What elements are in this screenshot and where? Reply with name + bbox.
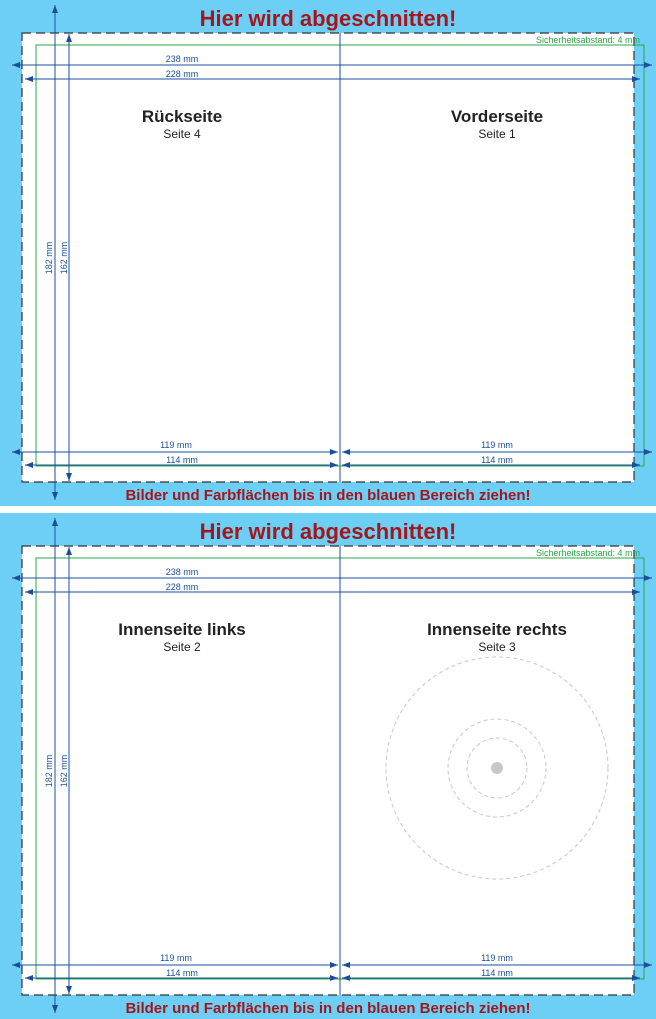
- safety-note: Sicherheitsabstand: 4 mm: [536, 35, 640, 45]
- half-outer-left-label: 119 mm: [160, 953, 192, 963]
- height-outer-label: 182 mm: [44, 242, 54, 275]
- template-panel-2: Hier wird abgeschnitten! Sicherheitsabst…: [0, 513, 656, 1019]
- right-page-title: Innenseite rechts: [427, 620, 567, 639]
- panel-svg: Hier wird abgeschnitten! Sicherheitsabst…: [0, 513, 656, 1019]
- half-outer-right-label: 119 mm: [481, 440, 513, 450]
- width-outer-label: 238 mm: [166, 567, 199, 577]
- cut-warning: Hier wird abgeschnitten!: [200, 6, 457, 31]
- disc-outer-ring: [385, 656, 609, 880]
- right-page-subtitle: Seite 3: [478, 640, 516, 654]
- trim-line: [21, 545, 635, 996]
- half-inner-left-label: 114 mm: [166, 968, 198, 978]
- left-page-subtitle: Seite 4: [163, 127, 201, 141]
- height-outer-label: 182 mm: [44, 755, 54, 788]
- half-outer-right-label: 119 mm: [481, 953, 513, 963]
- left-page-subtitle: Seite 2: [163, 640, 201, 654]
- disc-hub-ring: [447, 718, 547, 818]
- disc-inner-ring: [466, 737, 528, 799]
- right-page-title: Vorderseite: [451, 107, 543, 126]
- bleed-instruction: Bilder und Farbflächen bis in den blauen…: [125, 487, 530, 504]
- half-inner-right-label: 114 mm: [481, 455, 513, 465]
- width-inner-label: 228 mm: [166, 582, 199, 592]
- trim-line: [21, 32, 635, 483]
- safety-note: Sicherheitsabstand: 4 mm: [536, 548, 640, 558]
- disc-guide: [385, 656, 609, 880]
- disc-center-hole: [491, 762, 503, 774]
- height-inner-label: 162 mm: [59, 755, 69, 788]
- cut-warning: Hier wird abgeschnitten!: [200, 519, 457, 544]
- left-page-title: Innenseite links: [118, 620, 246, 639]
- half-inner-right-label: 114 mm: [481, 968, 513, 978]
- left-page-title: Rückseite: [142, 107, 222, 126]
- half-inner-left-label: 114 mm: [166, 455, 198, 465]
- bleed-instruction: Bilder und Farbflächen bis in den blauen…: [125, 1000, 530, 1017]
- template-panel-1: Hier wird abgeschnitten! Sicherheitsabst…: [0, 0, 656, 506]
- height-inner-label: 162 mm: [59, 242, 69, 275]
- right-page-subtitle: Seite 1: [478, 127, 516, 141]
- width-outer-label: 238 mm: [166, 54, 199, 64]
- half-outer-left-label: 119 mm: [160, 440, 192, 450]
- panel-svg: Hier wird abgeschnitten! Sicherheitsabst…: [0, 0, 656, 506]
- width-inner-label: 228 mm: [166, 69, 199, 79]
